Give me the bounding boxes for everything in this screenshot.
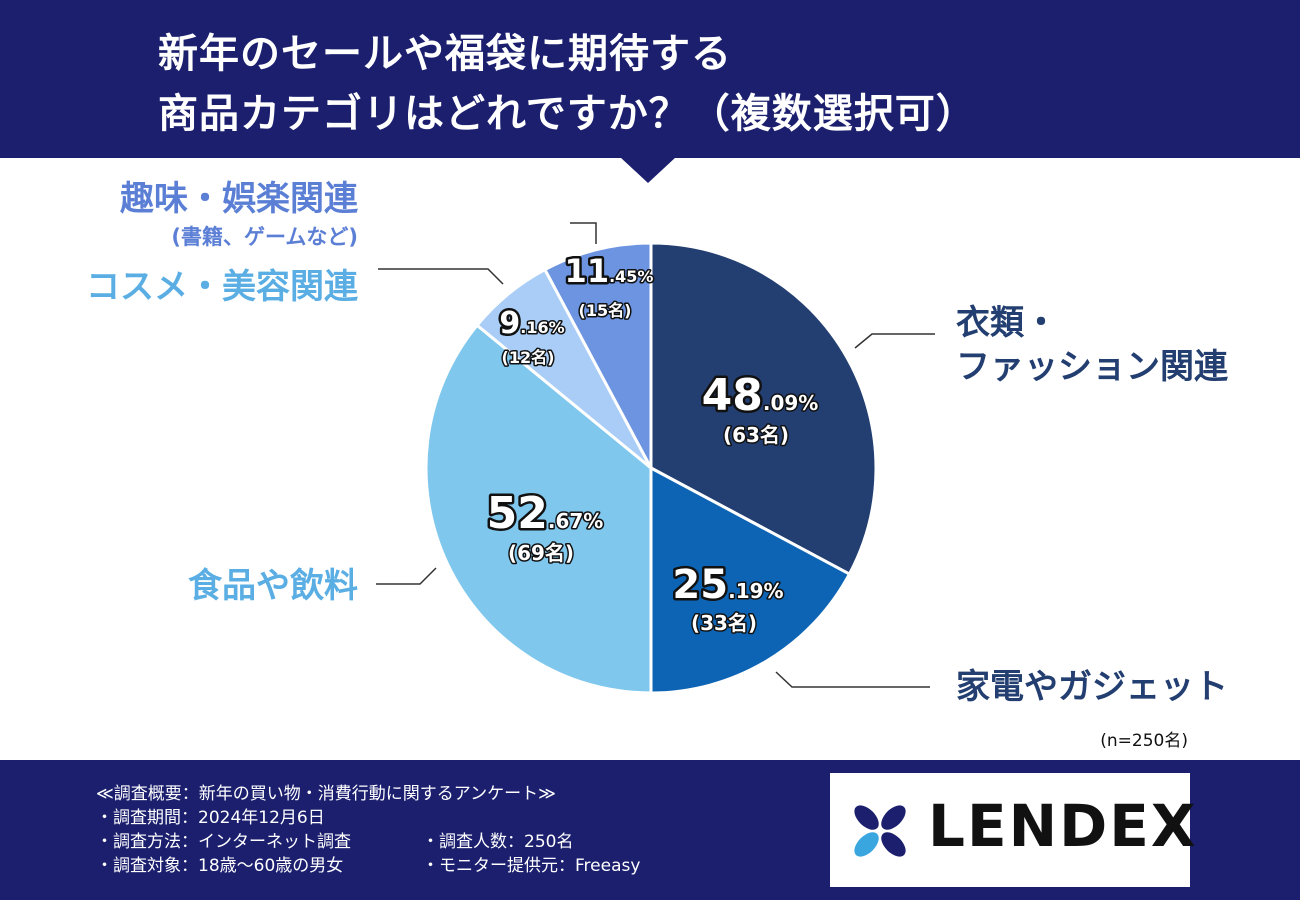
leader-line [378, 268, 504, 285]
leader-line [775, 671, 930, 688]
logo-petal [881, 832, 906, 857]
slice-count: (33名) [691, 611, 757, 635]
category-label: 趣味・娯楽関連 [120, 179, 359, 219]
title-banner: 新年のセールや福袋に期待する 商品カテゴリはどれですか？（複数選択可） [0, 0, 1300, 158]
pie-chart: 48.09%(63名) 25.19% (33名) 52.67%(69名) 9.16% (1… [86, 179, 1229, 751]
survey-count: ・調査人数：250名 [422, 832, 574, 852]
logo-petal [854, 832, 879, 857]
sample-size-note: (n=250名) [1100, 731, 1188, 751]
pie-slice [649, 241, 878, 577]
leader-line [570, 222, 597, 244]
category-label: 家電やガジェット [956, 667, 1228, 707]
slice-percentage: 25.19% [672, 562, 783, 608]
category-sub-label: (書籍、ゲームなど) [171, 225, 358, 249]
title-banner-pointer [620, 157, 676, 183]
category-label: 食品や飲料 [188, 566, 358, 606]
slice-count: (15名) [579, 301, 632, 320]
slice-percentage: 11.45% [565, 252, 654, 290]
survey-target: ・調査対象：18歳〜60歳の男女 [96, 856, 344, 876]
survey-monitor: ・モニター提供元：Freeasy [422, 856, 641, 876]
category-label: 衣類・ [956, 303, 1058, 343]
survey-method: ・調査方法：インターネット調査 [96, 832, 351, 852]
logo-wordmark: LENDEX [928, 792, 1198, 860]
slice-percentage: 9.16% [499, 306, 564, 341]
survey-title: ≪調査概要：新年の買い物・消費行動に関するアンケート≫ [96, 784, 556, 804]
survey-summary: ≪調査概要：新年の買い物・消費行動に関するアンケート≫ ・調査期間：2024年1… [0, 760, 1300, 900]
title-line-1: 新年のセールや福袋に期待する [158, 31, 732, 77]
leader-line [854, 333, 935, 349]
slice-count: (63名) [723, 423, 789, 447]
pie-slice [649, 465, 852, 695]
slice-count: (12名) [502, 348, 555, 367]
leader-line [376, 567, 437, 585]
logo-petal [881, 805, 906, 830]
survey-period: ・調査期間：2024年12月6日 [96, 808, 325, 828]
lendex-mark-icon [854, 805, 906, 857]
category-label: ファッション関連 [956, 347, 1229, 387]
lendex-logo: LENDEX [830, 773, 1196, 887]
pie-slice [542, 241, 653, 469]
logo-petal [854, 805, 879, 830]
slice-percentage: 52.67% [487, 488, 604, 539]
slice-percentage: 48.09% [702, 370, 819, 421]
pie-slice [424, 323, 653, 695]
title-line-2: 商品カテゴリはどれですか？（複数選択可） [158, 91, 977, 137]
slice-count: (69名) [508, 541, 574, 565]
category-label: コスメ・美容関連 [86, 267, 359, 307]
